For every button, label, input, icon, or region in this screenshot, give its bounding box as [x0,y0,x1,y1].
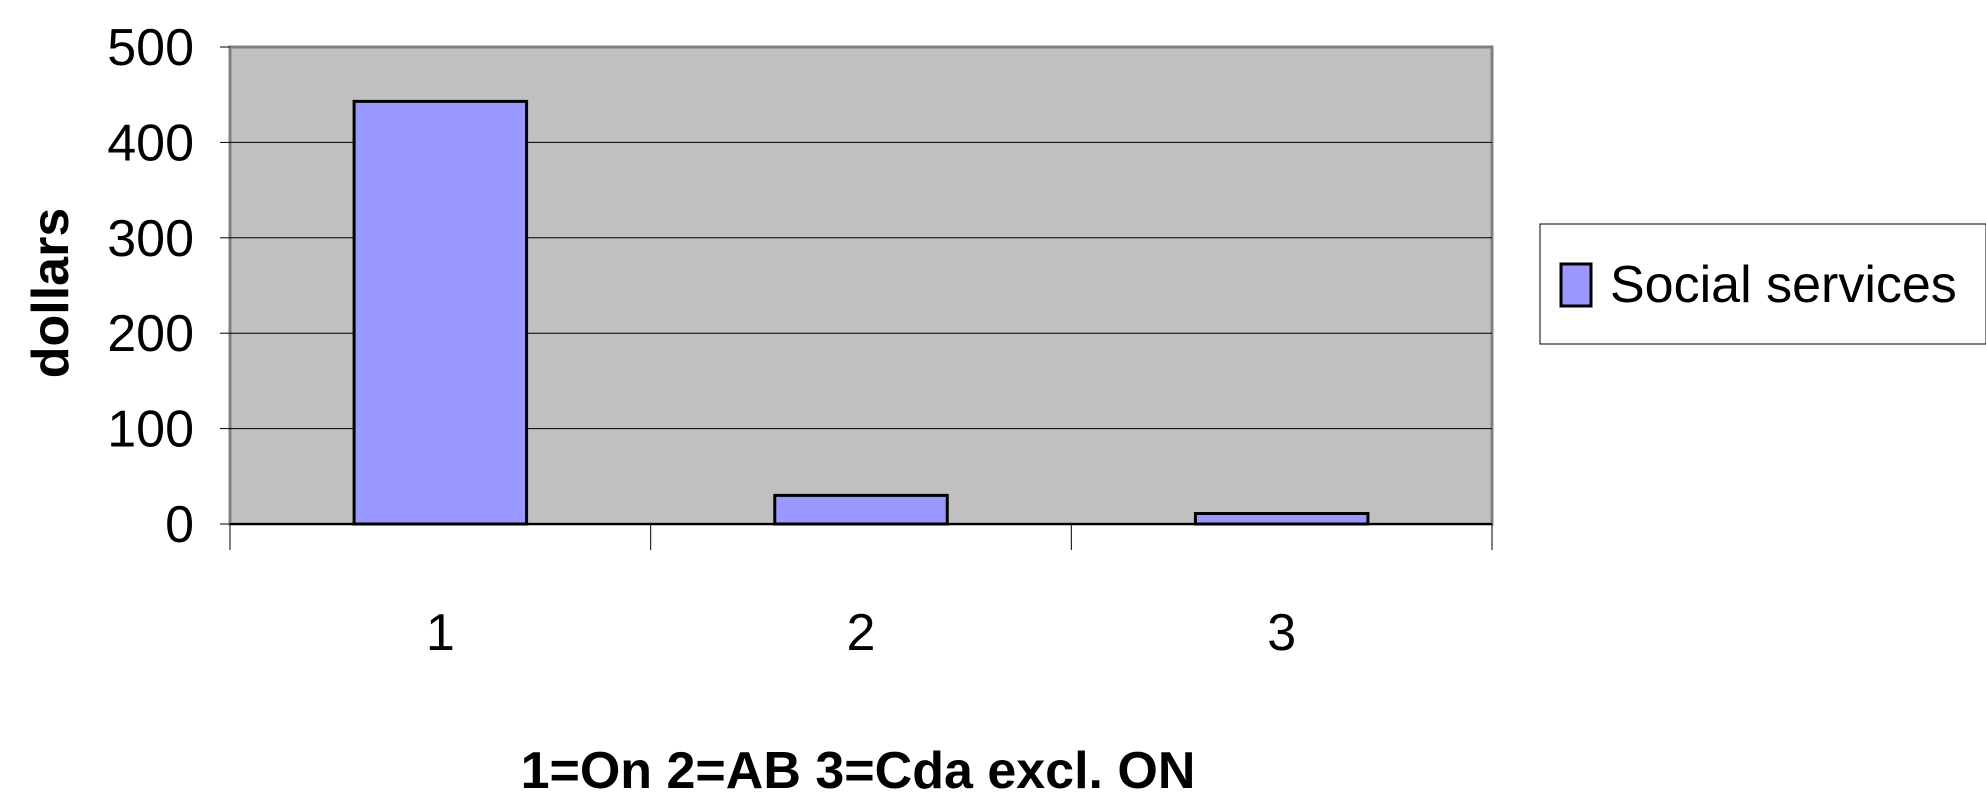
y-tick-label: 400 [107,114,194,172]
y-axis: 0 100 200 300 400 500 [107,19,1492,554]
legend-swatch [1559,262,1593,308]
y-tick-label: 100 [107,401,194,459]
x-axis-title: 1=On 2=AB 3=Cda excl. ON [521,742,1196,797]
x-axis: 1 2 3 [229,524,1493,662]
y-axis-title: dollars [22,208,80,379]
x-tick-label: 3 [1267,604,1296,662]
y-tick-label: 500 [107,19,194,77]
y-tick-label: 200 [107,305,194,363]
legend: Social services [1539,223,1986,345]
x-tick-label: 1 [426,604,455,662]
y-tick-label: 0 [165,496,194,554]
x-tick-label: 2 [847,604,876,662]
bar-2 [773,493,949,526]
legend-box [1539,223,1986,345]
y-tick-label: 300 [107,210,194,268]
legend-label: Social services [1610,256,1957,314]
bar-3 [1193,512,1370,526]
bar-1 [352,99,529,526]
